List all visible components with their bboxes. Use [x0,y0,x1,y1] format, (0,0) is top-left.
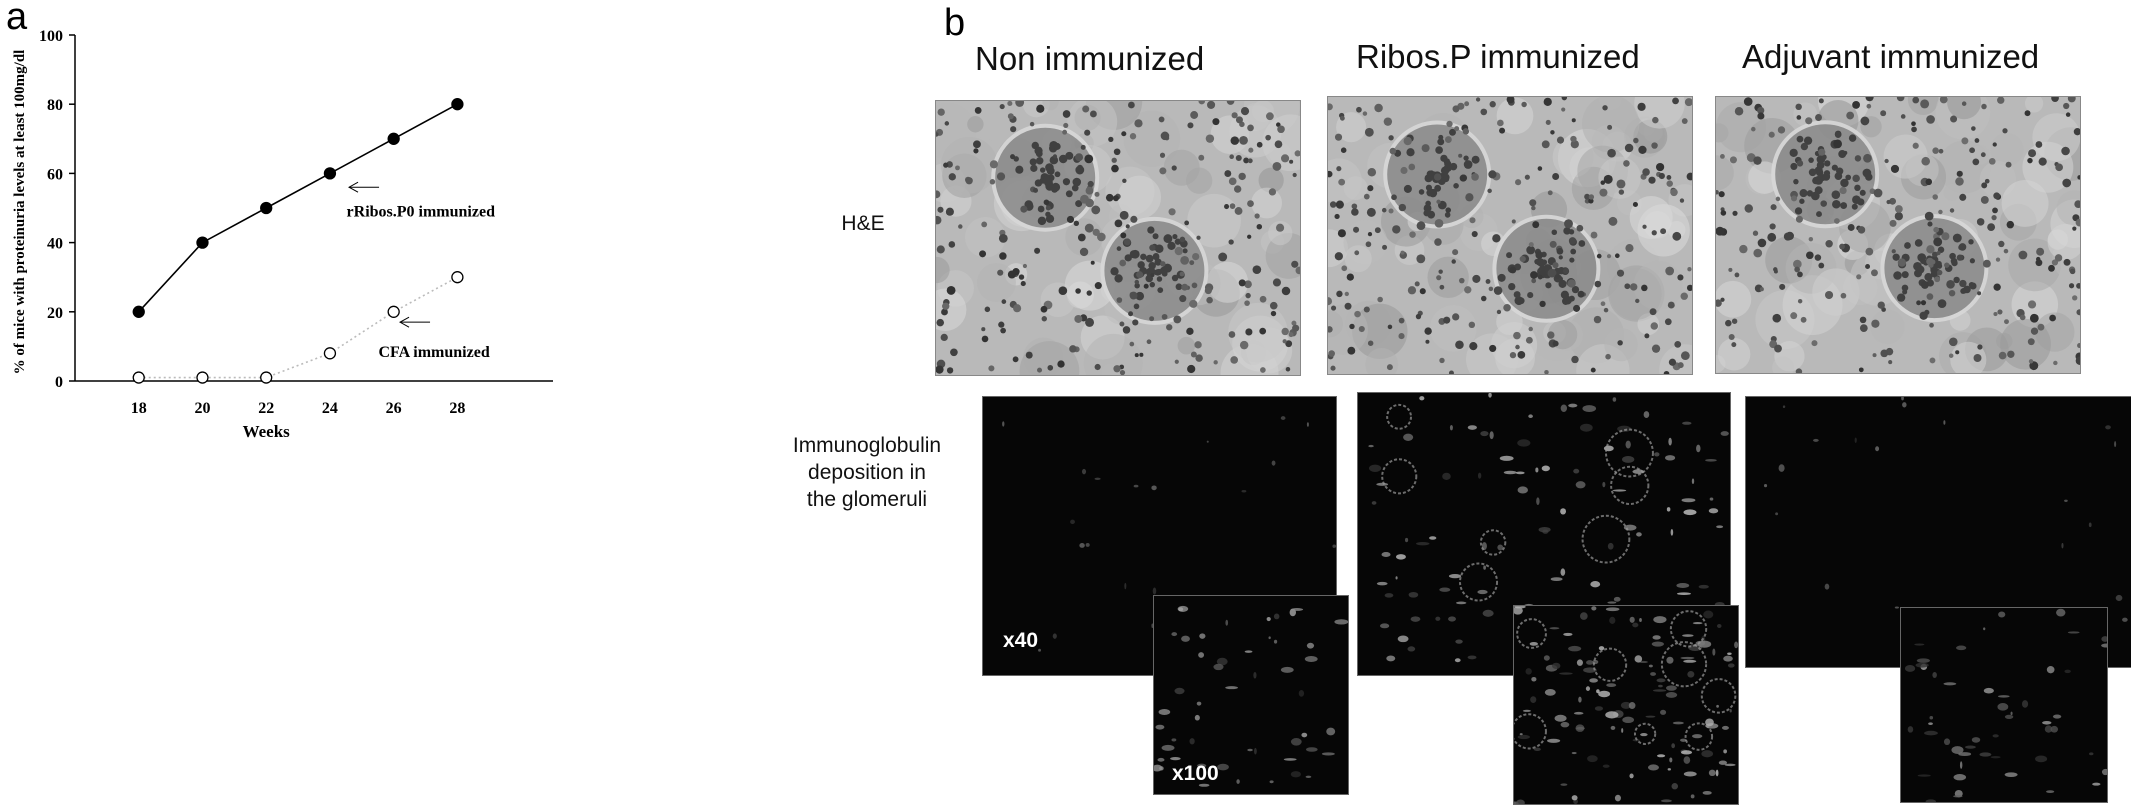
x-axis-label: Weeks [243,422,291,441]
y-tick-label: 20 [47,305,63,322]
x-tick-label: 18 [131,400,147,417]
column-header-ribos-p-immunized: Ribos.P immunized [1356,38,1640,75]
magnification-label-x40: x40 [1003,629,1039,652]
proteinuria-line-chart: 0 20 40 60 80 100 18 20 22 24 26 28 Weeks % of mice w… [12,28,553,441]
panel-b-letter: b [944,2,966,44]
row-label-line-2: deposition in [808,461,926,484]
row-label-line-1: Immunoglobulin [792,434,942,457]
annotation-arrow-head [399,316,410,328]
series-1-line [138,103,458,313]
annotation-arrow-head [348,181,359,193]
he-image-non-immunized [935,100,1301,376]
series-2-line [138,276,458,379]
series-1-point [323,167,337,180]
chart-annotations: rRibos.P0 immunized CFA immunized [347,181,496,361]
row-label-immunoglobulin-deposition: Immunoglobulin deposition in the glomeru… [792,432,942,513]
x-tick-label: 26 [386,400,402,417]
series-2-point [323,347,337,360]
y-tick-label: 80 [47,97,63,114]
series-2-point [132,371,145,384]
x-tick-label: 20 [194,400,210,417]
column-header-adjuvant-immunized: Adjuvant immunized [1742,38,2040,75]
y-tick-label: 100 [39,28,63,45]
x-tick-label: 28 [449,400,465,417]
column-header-non-immunized: Non immunized [975,40,1205,77]
if-image-x100-non-immunized: x100 [1153,595,1349,795]
series-2-point [387,305,400,318]
row-label-line-3: the glomeruli [806,488,928,511]
chart-axes: 0 20 40 60 80 100 18 20 22 24 26 28 Weeks % of mice w… [12,28,553,441]
he-image-ribos-p-immunized [1327,96,1693,375]
y-axis-label: % of mice with proteinuria levels at lea… [12,50,28,375]
annotation-label: rRibos.P0 immunized [347,204,496,221]
series-1-point [196,236,209,249]
annotation-label: CFA immunized [378,344,489,361]
series-1-point [451,98,464,111]
series-2-point [451,271,464,284]
magnification-label-x100: x100 [1172,762,1219,785]
row-label-he: H&E [841,212,885,235]
y-tick-label: 60 [47,166,63,183]
if-image-x100-ribos-p-immunized [1513,605,1739,805]
series-2-point [196,371,209,384]
series-1-point [260,201,273,215]
y-tick-label: 40 [47,236,63,253]
series-1-point [132,305,145,318]
chart-series [132,98,464,384]
series-1-point [387,132,400,145]
x-tick-label: 22 [258,400,274,417]
panel-a-letter: a [6,0,28,38]
he-image-adjuvant-immunized [1715,96,2081,374]
series-2-point [260,371,273,384]
if-image-x100-adjuvant-immunized [1900,607,2108,803]
x-tick-label: 24 [322,400,338,417]
y-tick-label: 0 [55,374,63,391]
